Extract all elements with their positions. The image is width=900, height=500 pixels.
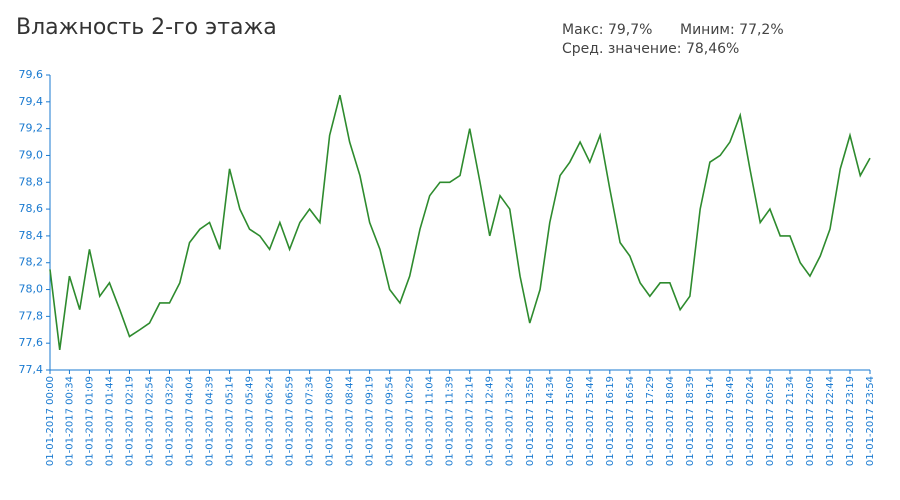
x-tick-label: 01-01-2017 09:54 [385, 376, 396, 466]
x-tick-label: 01-01-2017 05:49 [245, 376, 256, 466]
x-tick-label: 01-01-2017 16:54 [625, 376, 636, 466]
x-tick-label: 01-01-2017 10:29 [405, 376, 416, 466]
x-tick-label: 01-01-2017 20:59 [765, 376, 776, 466]
stat-avg: Сред. значение: 78,46% [562, 41, 739, 57]
x-tick-label: 01-01-2017 19:49 [725, 376, 736, 466]
x-tick-label: 01-01-2017 18:39 [685, 376, 696, 466]
x-tick-label: 01-01-2017 22:09 [805, 376, 816, 466]
y-tick-label: 79,0 [19, 148, 44, 161]
y-tick-label: 79,2 [19, 122, 44, 135]
x-tick-label: 01-01-2017 20:24 [745, 376, 756, 466]
x-tick-label: 01-01-2017 16:19 [605, 376, 616, 466]
y-tick-label: 79,6 [19, 68, 44, 81]
y-tick-label: 78,4 [19, 229, 44, 242]
x-tick-label: 01-01-2017 01:44 [104, 376, 115, 466]
x-tick-label: 01-01-2017 03:29 [165, 376, 176, 466]
x-tick-label: 01-01-2017 15:44 [585, 376, 596, 466]
x-tick-label: 01-01-2017 18:04 [665, 376, 676, 466]
y-tick-label: 78,2 [19, 256, 44, 269]
x-tick-label: 01-01-2017 11:39 [445, 376, 456, 466]
x-tick-label: 01-01-2017 11:04 [425, 376, 436, 466]
stat-min: Миним: 77,2% [680, 22, 784, 38]
x-tick-label: 01-01-2017 02:54 [144, 376, 155, 466]
y-tick-label: 78,8 [19, 175, 44, 188]
x-tick-label: 01-01-2017 08:09 [325, 376, 336, 466]
y-tick-label: 78,0 [19, 283, 44, 296]
y-tick-label: 79,4 [19, 95, 44, 108]
x-tick-label: 01-01-2017 07:34 [305, 376, 316, 466]
chart-title: Влажность 2-го этажа [16, 15, 277, 40]
stat-max: Макс: 79,7% [562, 22, 652, 38]
x-tick-label: 01-01-2017 13:59 [525, 376, 536, 466]
x-tick-label: 01-01-2017 14:34 [545, 376, 556, 466]
x-tick-label: 01-01-2017 15:09 [565, 376, 576, 466]
x-tick-label: 01-01-2017 04:39 [205, 376, 216, 466]
y-tick-label: 77,8 [19, 309, 44, 322]
x-tick-label: 01-01-2017 01:09 [84, 376, 95, 466]
x-tick-label: 01-01-2017 21:34 [785, 376, 796, 466]
x-tick-label: 01-01-2017 06:59 [285, 376, 296, 466]
x-tick-label: 01-01-2017 13:24 [505, 376, 516, 466]
x-tick-label: 01-01-2017 12:14 [465, 376, 476, 466]
x-tick-label: 01-01-2017 23:54 [865, 376, 876, 466]
data-line [49, 94, 871, 350]
x-tick-label: 01-01-2017 23:19 [845, 376, 856, 466]
x-tick-label: 01-01-2017 00:34 [64, 376, 75, 466]
x-tick-label: 01-01-2017 02:19 [124, 376, 135, 466]
x-tick-label: 01-01-2017 05:14 [225, 376, 236, 466]
x-tick-label: 01-01-2017 22:44 [825, 376, 836, 466]
x-tick-label: 01-01-2017 04:04 [185, 376, 196, 466]
x-tick-label: 01-01-2017 08:44 [345, 376, 356, 466]
x-tick-label: 01-01-2017 00:00 [45, 376, 56, 466]
x-tick-label: 01-01-2017 12:49 [485, 376, 496, 466]
x-tick-label: 01-01-2017 17:29 [645, 376, 656, 466]
x-tick-label: 01-01-2017 06:24 [265, 376, 276, 466]
x-tick-label: 01-01-2017 09:19 [365, 376, 376, 466]
x-tick-label: 01-01-2017 19:14 [705, 376, 716, 466]
y-tick-label: 77,6 [19, 336, 44, 349]
y-tick-label: 77,4 [19, 363, 44, 376]
y-tick-label: 78,6 [19, 202, 44, 215]
